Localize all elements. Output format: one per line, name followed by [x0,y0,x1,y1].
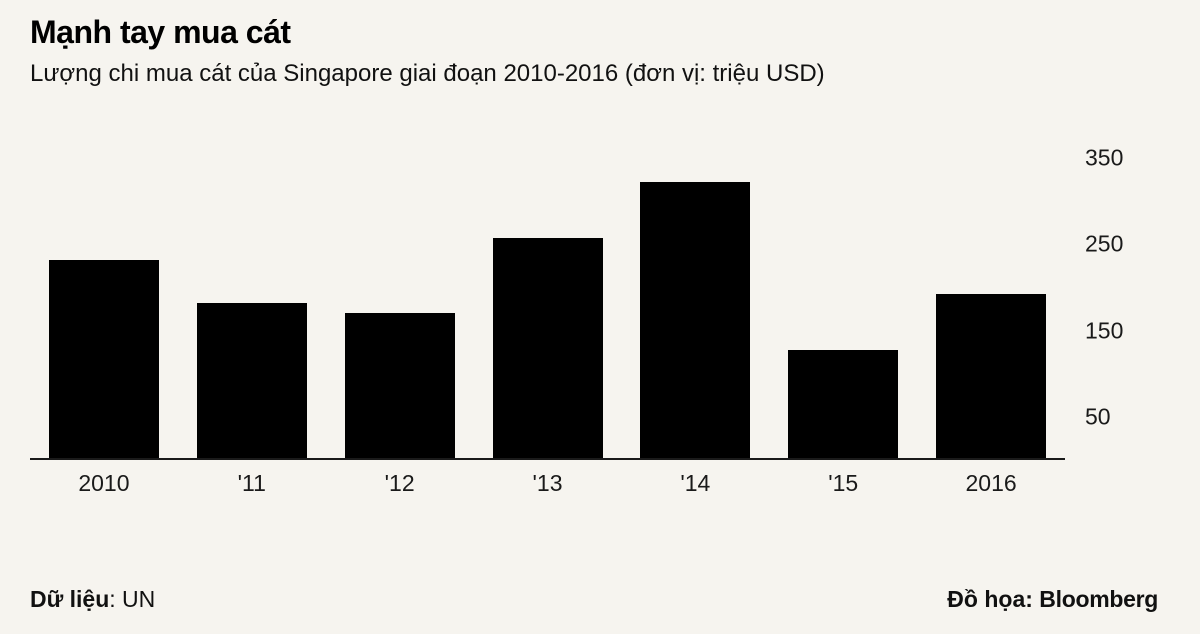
x-tick-label: 2010 [78,470,130,496]
bar-2016 [936,294,1047,458]
x-tick-label: 2016 [965,470,1017,496]
x-tick-label: '11 [237,470,266,496]
x-tick-label: '15 [828,470,859,496]
bar-slot [917,158,1065,458]
credit-label: Đồ họa: [947,586,1033,612]
bar-slot [178,158,326,458]
bar-slot [474,158,622,458]
x-axis: 2010 '11 '12 '13 '14 '15 2016 [30,470,1065,497]
bar-slot [30,158,178,458]
credit-note: Đồ họa: Bloomberg [947,586,1158,613]
x-tick-label: '14 [680,470,711,496]
source-label: Dữ liệu [30,586,110,612]
x-tick-label: '12 [384,470,415,496]
y-tick-label: 150 [1085,317,1124,344]
chart-subtitle: Lượng chi mua cát của Singapore giai đoạ… [30,60,825,87]
bar-11 [196,303,307,458]
bar-15 [788,350,899,458]
bar-slot [769,158,917,458]
y-tick-label: 50 [1085,403,1111,430]
bar-2010 [48,260,159,458]
bar-13 [492,238,603,458]
source-value: : UN [109,586,156,612]
credit-brand: Bloomberg [1039,586,1158,612]
bar-slot [326,158,474,458]
x-tick-label: '13 [532,470,563,496]
y-tick-label: 250 [1085,230,1124,257]
y-axis: 50 150 250 350 [1085,145,1175,460]
y-tick-label: 350 [1085,144,1124,171]
bar-slot [621,158,769,458]
source-note: Dữ liệu: UN [30,586,155,613]
bar-14 [640,182,751,458]
chart-title: Mạnh tay mua cát [30,14,291,50]
bar-12 [344,313,455,458]
plot-area [30,158,1065,460]
